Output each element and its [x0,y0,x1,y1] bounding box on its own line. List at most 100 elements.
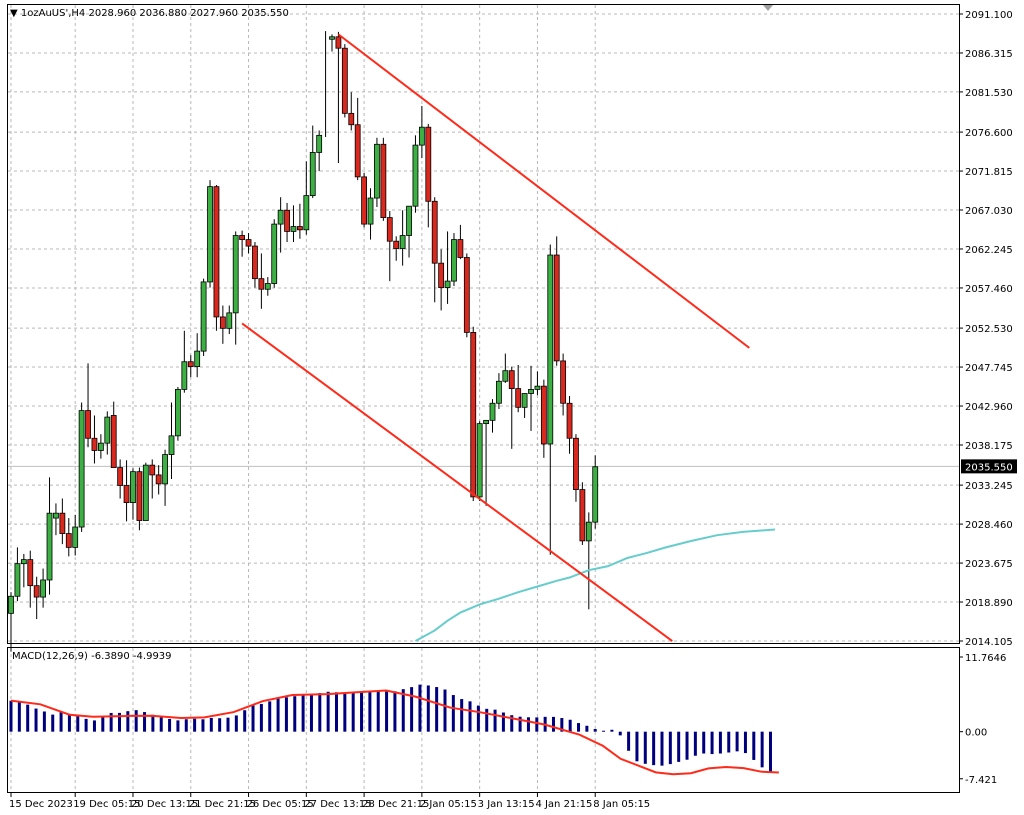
price-tick-label: 2033.245 [965,481,1013,492]
macd-histogram-bar [652,731,656,766]
macd-label: MACD(12,26,9) [12,651,88,662]
bear-candle [540,385,547,445]
macd-histogram-bar [301,694,305,732]
macd-histogram-bar [585,725,589,732]
macd-histogram-bar [618,731,622,736]
macd-histogram-bar [251,705,255,732]
dropdown-arrow-icon[interactable]: ▼ [10,8,18,19]
bull-candle [489,402,496,421]
macd-histogram-bar [226,717,230,732]
macd-signal-value: -4.9939 [132,651,172,662]
price-tick-label: 2067.030 [965,206,1013,217]
macd-pane-border [7,647,960,793]
symbol-header: ▼ 1ozAuUS',H4 2028.960 2036.880 2027.960… [10,8,289,19]
macd-histogram-bar [276,697,280,732]
macd-histogram-bar [635,731,639,762]
bull-candle [521,393,528,408]
price-chart-pane[interactable] [7,4,960,644]
macd-histogram-bar [109,712,113,732]
macd-histogram-bar [577,723,581,732]
bull-candle [8,595,14,614]
bull-candle [483,419,489,425]
bull-candle [200,281,207,352]
bear-candle [123,485,130,504]
macd-histogram-bar [126,711,130,732]
bear-candle [348,112,355,126]
price-tick-label: 2081.530 [965,88,1013,99]
bull-candle [46,512,53,581]
bull-candle [14,563,21,597]
price-tick-label: 2038.175 [965,441,1013,452]
macd-indicator-pane[interactable] [7,647,960,793]
macd-histogram-bar [510,715,514,732]
bear-candle [245,239,252,247]
bull-candle [502,370,509,382]
bull-candle [406,205,412,236]
bull-candle [412,144,419,207]
bear-candle [117,467,124,486]
close-value: 2035.550 [241,8,289,19]
macd-histogram-bar [334,692,338,732]
macd-histogram-bar [677,731,681,762]
macd-histogram-bar [460,699,464,732]
bull-candle [290,226,297,232]
bull-candle [277,209,284,225]
macd-histogram-bar [284,697,288,732]
bull-candle [232,235,239,314]
macd-histogram-bar [117,712,121,732]
time-tick-label: 15 Dec 2023 [9,799,73,810]
macd-tick-label: 0.00 [965,728,987,739]
macd-histogram-bar [343,693,347,732]
bull-candle [162,454,168,485]
macd-histogram-bar [76,716,80,732]
macd-histogram-bar [743,731,747,754]
macd-histogram-bar [493,709,497,732]
bull-candle [226,312,233,329]
bear-candle [110,415,117,468]
price-tick-label: 2042.960 [965,402,1013,413]
main-pane-border [7,4,960,644]
macd-histogram-bar [668,731,672,765]
bear-candle [508,370,515,389]
bear-candle [457,239,464,258]
macd-histogram-bar [718,731,722,754]
macd-histogram-bar [560,718,564,732]
macd-main-value: -6.3890 [91,651,130,662]
macd-histogram-bar [243,710,247,732]
macd-histogram-bar [410,687,414,732]
macd-histogram-bar [193,718,197,732]
bear-candle [149,464,156,476]
macd-histogram-bar [42,711,46,732]
macd-histogram-bar [568,719,572,732]
macd-histogram-bar [234,715,238,732]
macd-histogram-bar [34,708,38,732]
price-tick-label: 2062.245 [965,245,1013,256]
macd-tick-label: 11.7646 [965,653,1006,664]
bull-candle [374,143,380,199]
scroll-marker-icon[interactable] [763,5,773,11]
macd-histogram-bar [293,696,297,732]
bear-candle [91,437,98,451]
macd-histogram-bar [643,731,647,764]
bear-candle [380,143,387,218]
macd-histogram-bar [159,717,163,732]
macd-histogram-bar [451,695,455,732]
bull-candle [592,466,599,523]
bear-candle [136,471,143,521]
bull-candle [142,464,149,521]
macd-header: MACD(12,26,9) -6.3890 -4.9939 [12,651,172,662]
bear-candle [361,176,368,225]
bull-candle [399,235,406,249]
bull-candle [303,195,310,231]
bear-candle [425,126,432,202]
bear-candle [579,489,586,542]
macd-histogram-bar [401,689,405,732]
bear-candle [515,388,522,408]
macd-histogram-bar [693,731,697,756]
open-value: 2028.960 [88,8,137,19]
bull-candle [175,389,181,437]
bear-candle [239,235,246,240]
macd-histogram-bar [476,705,480,732]
